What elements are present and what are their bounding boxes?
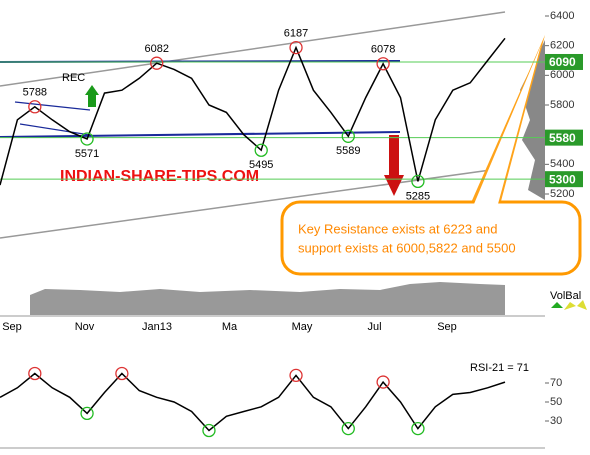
y-tick-label: 6000 [550,69,574,81]
x-tick-label: Sep [437,321,457,333]
icon [564,302,576,310]
upper-channel [0,11,506,87]
peak-label: 5285 [406,190,430,202]
level-label: 5300 [549,172,576,186]
peak-marker [150,56,164,70]
rsi-label: RSI-21 = 71 [470,362,529,374]
trough-marker [80,406,94,421]
x-tick-label: Ma [222,321,238,333]
callout-pointer-inner [474,45,541,204]
trough-marker [254,143,268,157]
x-tick-label: Sep [2,321,22,333]
peak-marker [376,57,390,71]
peak-label: 5571 [75,148,99,160]
trough-marker [80,132,94,146]
wedge-line [14,101,91,111]
peak-label: 5788 [23,87,47,99]
y-tick-label: 6200 [550,40,574,52]
trough-marker [202,423,216,438]
callout-pointer [470,35,545,205]
y-tick-label: 5400 [550,158,574,170]
icon [551,302,563,308]
level-box [545,53,583,70]
trough-marker [341,421,355,436]
peak-marker [289,368,303,383]
down-arrow [384,135,404,196]
y-tick-label: 70 [550,377,562,389]
callout-text: support exists at 6000,5822 and 5500 [298,240,516,255]
peak-label: 6187 [284,28,308,40]
rsi-line [0,372,506,432]
volume-area [30,282,505,315]
price-line [0,37,506,186]
peak-label: 6082 [144,43,168,55]
peak-marker [376,375,390,389]
level-box [545,129,583,146]
wedge-line [19,123,91,136]
level-box [545,171,583,188]
trough-marker [411,421,425,436]
peak-marker [289,40,303,55]
x-tick-label: May [292,321,313,333]
icon [577,300,587,310]
level-label: 5580 [549,131,576,145]
x-tick-label: Nov [75,321,95,333]
trough-marker [411,174,425,189]
peak-label: 5495 [249,159,273,171]
x-tick-label: Jan13 [142,321,172,333]
callout-text: Key Resistance exists at 6223 and [298,221,497,236]
volume-label: VolBal [550,290,581,302]
y-tick-label: 5200 [550,188,574,200]
peak-marker [28,366,42,381]
peak-marker [28,100,42,114]
y-tick-label: 30 [550,415,562,427]
watermark: INDIAN-SHARE-TIPS.COM [60,168,259,185]
y-tick-label: 5800 [550,99,574,111]
y-tick-label: 50 [550,396,562,408]
peak-label: 6078 [371,44,395,56]
support-line [0,131,401,138]
x-tick-label: Jul [367,321,381,333]
y-tick-label: 6400 [550,10,574,22]
level-label: 6090 [549,55,576,69]
buy-arrow [85,85,99,107]
trough-marker [341,129,355,143]
callout-box [280,200,582,276]
peak-marker [115,366,129,381]
signal-label: REC [62,72,85,84]
peak-label: 5589 [336,145,360,157]
